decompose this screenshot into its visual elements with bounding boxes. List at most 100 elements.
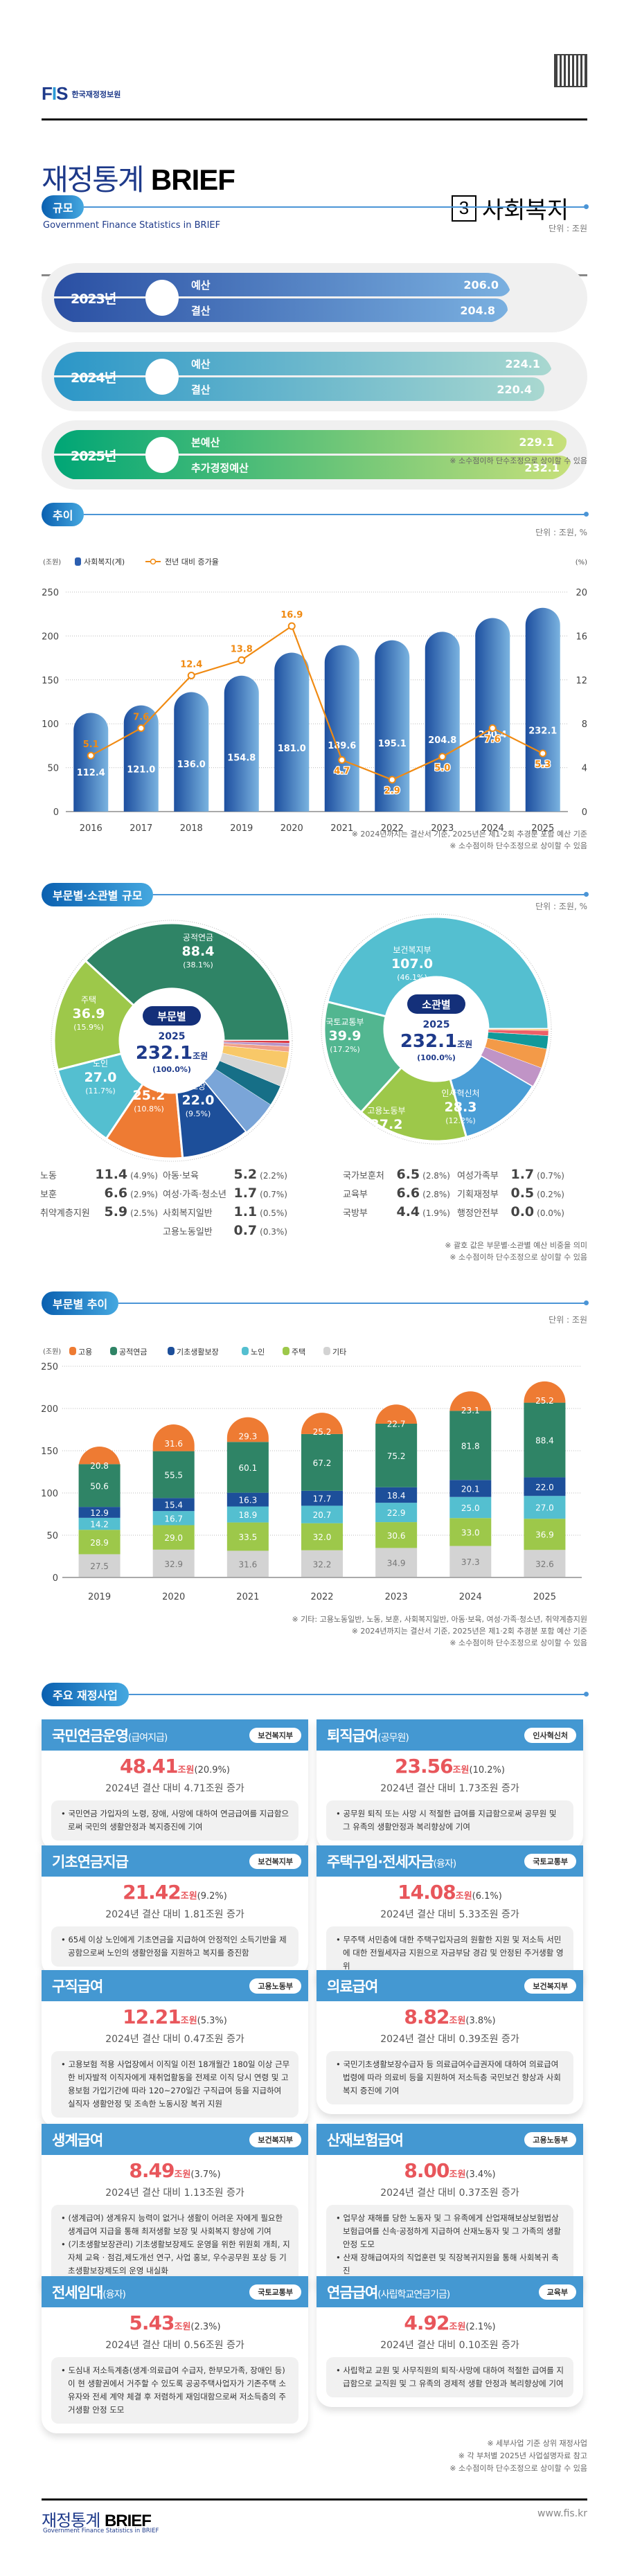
program-card[interactable]: 전세임대(융자) 국토교통부 5.43조원(2.3%) 2024년 결산 대비 0.5… xyxy=(42,2276,308,2433)
stack-segment xyxy=(78,1554,121,1577)
unit-label: 단위 : 조원, % xyxy=(535,902,587,911)
amount-value: 12.21 xyxy=(123,2005,181,2028)
amount-share: (6.1%) xyxy=(472,1891,502,1902)
description-item: • 고용보험 적용 사업장에서 이직일 이전 18개월간 180일 이상 근무한… xyxy=(61,2059,290,2109)
program-card[interactable]: 국민연금운영(급여지급) 보건복지부 48.41조원(20.9%) 2024년 결산 … xyxy=(42,1719,308,1850)
scale-line-label: 결산 xyxy=(191,383,211,396)
stack-segment xyxy=(301,1413,343,1434)
scale-line-label: 예산 xyxy=(191,357,211,370)
table-row: 아동·보육 5.2 (2.2%) xyxy=(163,1167,287,1182)
row-pct: (2.8%) xyxy=(422,1190,450,1199)
amount-value: 8.82 xyxy=(404,2005,449,2028)
y2-tick-label: 4 xyxy=(582,764,587,774)
slice-label: 인사혁신처 28.3(12.2%) xyxy=(441,1089,479,1125)
category-label: 사회복지 xyxy=(482,197,569,224)
description-item: • 무주택 서민층에 대한 주택구입자금의 원활한 지원 및 저소득 서민에 대… xyxy=(336,1935,564,1971)
segment-label: 17.7 xyxy=(313,1494,332,1504)
table-row: 여성·가족·청소년 1.7 (0.7%) xyxy=(163,1186,287,1201)
program-card[interactable]: 의료급여 보건복지부 8.82조원(3.8%) 2024년 결산 대비 0.39조원 … xyxy=(317,1970,583,2114)
center-year: 2025 xyxy=(423,1019,450,1030)
program-card[interactable]: 주택구입·전세자금(융자) 국토교통부 14.08조원(6.1%) 2024년 결산 … xyxy=(317,1845,583,1989)
scale-circle xyxy=(145,280,179,316)
legend-label-bar: 사회복지(계) xyxy=(84,557,125,566)
y-tick-label: 0 xyxy=(53,807,59,818)
section-title: 추이 xyxy=(42,503,84,526)
amount-share: (3.4%) xyxy=(465,2170,496,2180)
qr-code-icon[interactable] xyxy=(554,54,587,87)
row-label: 노동 xyxy=(40,1171,57,1181)
section-header-sector-trend: 부문별 추이 xyxy=(42,1291,589,1315)
program-card[interactable]: 구직급여 고용노동부 12.21조원(5.3%) 2024년 결산 대비 0.47조원… xyxy=(42,1970,308,2127)
growth-point xyxy=(137,724,145,733)
program-subtitle: (사립학교연금기금) xyxy=(377,2289,450,2300)
segment-label: 25.0 xyxy=(461,1503,480,1513)
slice-value: 36.9 xyxy=(73,1006,105,1021)
ministry-badge: 보건복지부 xyxy=(524,1978,576,1994)
amount-unit: 조원 xyxy=(177,1765,195,1776)
legend-swatch xyxy=(69,1347,76,1355)
program-title: 산재보험급여 xyxy=(327,2129,404,2150)
row-value: 6.6 xyxy=(396,1186,420,1201)
bar-value-label: 195.1 xyxy=(378,739,407,749)
row-pct: (2.9%) xyxy=(130,1190,158,1199)
slice-name: 공적연금 xyxy=(183,933,213,942)
ministry-badge: 고용노동부 xyxy=(249,1978,301,1994)
amount-share: (20.9%) xyxy=(194,1765,230,1776)
slice-pct: (38.1%) xyxy=(183,960,213,969)
program-card[interactable]: 생계급여 보건복지부 8.49조원(3.7%) 2024년 결산 대비 1.13조원 … xyxy=(42,2124,308,2294)
segment-label: 37.3 xyxy=(461,1557,480,1567)
segment-label: 28.9 xyxy=(90,1538,109,1548)
program-description: • 65세 이상 노인에게 기초연금을 지급하여 안정적인 소득기반을 제공함으… xyxy=(51,1926,298,1967)
x-tick-label: 2019 xyxy=(88,1592,111,1602)
donut-outline xyxy=(51,920,293,1162)
stack-segment xyxy=(152,1511,195,1526)
row-label: 취약계층지원 xyxy=(40,1208,90,1219)
legend-label: 고용 xyxy=(78,1348,92,1357)
slice-value: 25.2 xyxy=(133,1088,166,1103)
amount-change: 2024년 결산 대비 0.10조원 증가 xyxy=(380,2340,519,2351)
amount-share: (10.2%) xyxy=(469,1765,505,1776)
program-description: • 공무원 퇴직 또는 사망 시 적절한 급여를 지급함으로써 공무원 및 그 … xyxy=(326,1800,573,1841)
x-tick-label: 2020 xyxy=(162,1592,185,1602)
program-title: 전세임대(융자) xyxy=(52,2282,126,2302)
bar xyxy=(73,713,109,812)
stack-segment xyxy=(226,1417,269,1442)
program-amount: 23.56조원(10.2%) xyxy=(317,1756,583,1781)
legend-label: 노인 xyxy=(251,1348,265,1357)
program-amount: 8.49조원(3.7%) xyxy=(42,2161,308,2185)
segment-label: 81.8 xyxy=(461,1441,480,1451)
unit-label: 단위 : 조원, % xyxy=(535,528,587,537)
bar xyxy=(123,705,159,812)
program-amount: 21.42조원(9.2%) xyxy=(42,1882,308,1907)
org-logo[interactable]: FIS 한국재정정보원 xyxy=(42,83,121,105)
growth-value-label: 5.3 xyxy=(535,760,551,770)
legend-label: 기타 xyxy=(332,1348,346,1357)
scale-line-label: 결산 xyxy=(191,304,211,317)
row-value: 6.5 xyxy=(396,1167,420,1182)
row-pct: (2.2%) xyxy=(260,1171,287,1181)
amount-change: 2024년 결산 대비 0.47조원 증가 xyxy=(105,2034,244,2045)
note-line: ※ 소수점이하 단수조정으로 상이할 수 있음 xyxy=(449,2464,587,2473)
sector-table-right: 아동·보육 5.2 (2.2%) 여성·가족·청소년 1.7 (0.7%) 사회복지일반 1.… xyxy=(163,1167,287,1242)
stack-segment xyxy=(524,1496,566,1519)
program-card[interactable]: 연금급여(사립학교연금기금) 교육부 4.92조원(2.1%) 2024년 결산 대비… xyxy=(317,2276,583,2407)
stack-segment xyxy=(375,1404,418,1426)
row-pct: (0.5%) xyxy=(260,1208,287,1218)
stack-segment xyxy=(375,1522,418,1548)
ministry-badge: 보건복지부 xyxy=(249,2131,301,2147)
program-card[interactable]: 퇴직급여(공무원) 인사혁신처 23.56조원(10.2%) 2024년 결산 대비 … xyxy=(317,1719,583,1850)
ministry-badge: 보건복지부 xyxy=(249,1853,301,1869)
legend-line-marker xyxy=(150,558,157,565)
bar-value-label: 181.0 xyxy=(278,744,306,754)
description-item: • 업무상 재해를 당한 노동자 및 그 유족에게 산업재해보상보험법상 보험급… xyxy=(336,2213,561,2249)
segment-label: 23.1 xyxy=(461,1406,480,1415)
segment-label: 32.6 xyxy=(535,1559,554,1569)
footer-url-link[interactable]: www.fis.kr xyxy=(537,2508,587,2519)
program-card[interactable]: 산재보험급여 고용노동부 8.00조원(3.4%) 2024년 결산 대비 0.37조… xyxy=(317,2124,583,2294)
scale-value-line: 결산 220.4 xyxy=(54,377,544,401)
program-card[interactable]: 기초연금지급 보건복지부 21.42조원(9.2%) 2024년 결산 대비 1.81… xyxy=(42,1845,308,1976)
slice-pct: (46.1%) xyxy=(397,973,427,982)
stack-segment xyxy=(375,1503,418,1523)
stack-segment xyxy=(449,1496,492,1519)
